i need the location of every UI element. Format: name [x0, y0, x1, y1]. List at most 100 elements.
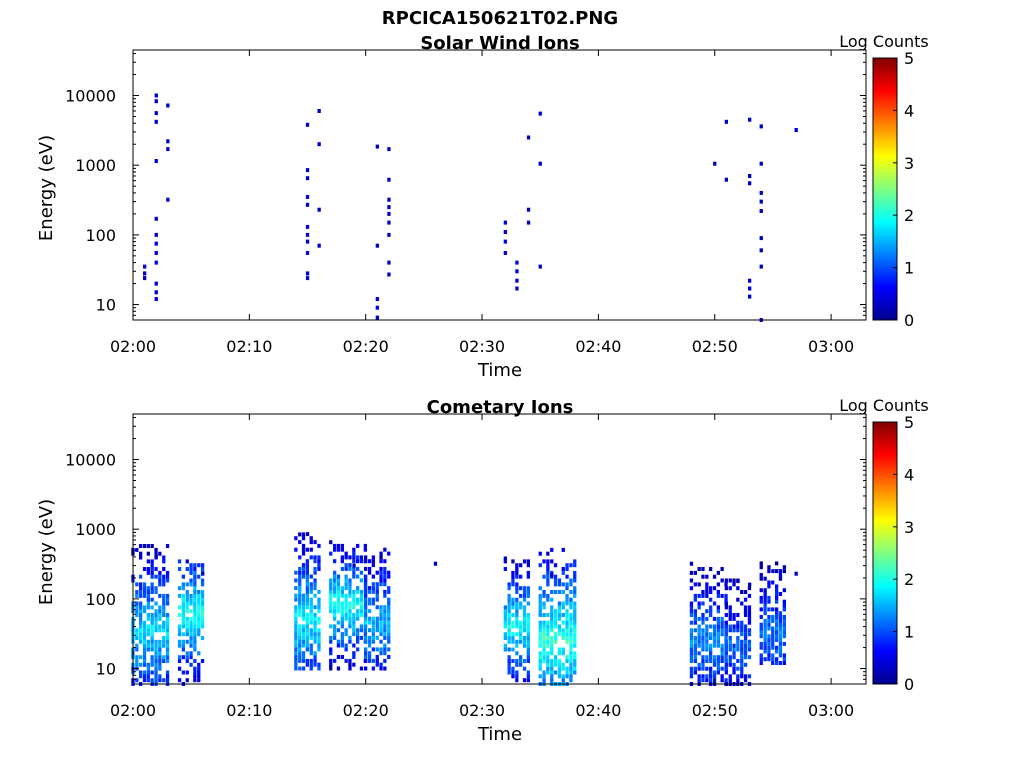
burst-cell — [767, 599, 771, 604]
burst-cell — [515, 643, 519, 648]
burst-cell — [305, 620, 309, 625]
burst-cell — [185, 605, 189, 610]
burst-cell — [336, 605, 341, 610]
burst-cell — [162, 559, 166, 564]
burst-cell — [709, 666, 713, 671]
burst-cell — [359, 601, 364, 606]
burst-cell — [298, 570, 302, 575]
burst-cell — [294, 628, 298, 633]
burst-cell — [542, 605, 546, 610]
burst-cell — [139, 624, 143, 629]
burst-cell — [383, 589, 387, 594]
burst-cell — [317, 589, 321, 594]
burst-cell — [546, 662, 550, 667]
burst-cell — [736, 674, 740, 679]
burst-cell — [767, 626, 771, 631]
burst-cell — [782, 603, 786, 608]
burst-cell — [569, 628, 573, 633]
burst-cell — [197, 613, 201, 617]
burst-cell — [716, 670, 720, 675]
burst-cell — [379, 639, 383, 644]
burst-cell — [565, 624, 569, 629]
burst-cell — [189, 609, 193, 614]
burst-cell — [305, 547, 309, 552]
burst-cell — [197, 597, 201, 602]
burst-cell — [767, 618, 771, 623]
burst-cell — [767, 657, 771, 662]
burst-cell — [364, 639, 368, 644]
burst-cell — [767, 565, 771, 570]
burst-cell — [344, 609, 348, 614]
burst-cell — [154, 616, 158, 621]
burst-cell — [165, 636, 170, 640]
burst-cell — [371, 555, 375, 560]
burst-cell — [367, 635, 372, 640]
burst-cell — [709, 643, 713, 648]
burst-cell — [309, 601, 313, 606]
x-tick-label: 02:00 — [110, 337, 156, 356]
burst-cell — [771, 607, 775, 612]
burst-cell — [142, 662, 147, 667]
burst-cell — [782, 599, 786, 604]
burst-cell — [305, 612, 309, 617]
burst-cell — [519, 662, 523, 667]
burst-cell — [348, 586, 352, 591]
burst-cell — [511, 632, 515, 637]
burst-cell — [712, 632, 717, 637]
burst-cell — [697, 593, 701, 598]
data-cell — [759, 190, 763, 195]
burst-cell — [154, 662, 158, 667]
burst-cell — [139, 593, 143, 598]
data-cell — [154, 241, 158, 246]
burst-cell — [383, 559, 387, 564]
burst-cell — [317, 620, 321, 625]
burst-cell — [294, 655, 298, 659]
burst-cell — [181, 613, 185, 617]
x-tick-label: 02:10 — [226, 701, 272, 720]
burst-cell — [294, 643, 298, 648]
data-cell — [759, 199, 763, 204]
burst-cell — [363, 628, 367, 633]
burst-cell — [336, 655, 341, 659]
burst-cell — [519, 593, 523, 598]
burst-cell — [743, 678, 748, 683]
burst-cell — [313, 632, 317, 637]
burst-cell — [542, 593, 546, 598]
burst-cell — [732, 616, 736, 621]
burst-cell — [557, 632, 562, 637]
data-cell — [759, 124, 763, 129]
burst-cell — [383, 605, 387, 610]
burst-cell — [317, 601, 321, 606]
burst-cell — [150, 586, 154, 591]
x-tick-label: 03:00 — [808, 701, 854, 720]
burst-cell — [759, 630, 763, 635]
burst-cell — [709, 613, 713, 617]
burst-cell — [736, 643, 740, 648]
burst-cell — [294, 662, 298, 667]
burst-cell — [771, 626, 775, 631]
burst-cell — [142, 639, 147, 644]
burst-cell — [165, 624, 170, 629]
burst-cell — [154, 551, 158, 556]
burst-cell — [538, 624, 542, 629]
burst-cell — [728, 678, 732, 683]
cometary-colorbar — [872, 421, 898, 685]
data-cell — [748, 117, 752, 122]
burst-cell — [771, 653, 775, 658]
burst-cell — [189, 601, 193, 606]
colorbar-tick-label: 0 — [904, 675, 914, 694]
burst-cell — [189, 636, 193, 640]
burst-cell — [701, 574, 705, 579]
burst-cell — [542, 651, 546, 656]
burst-cell — [546, 643, 550, 648]
burst-cell — [743, 651, 748, 656]
burst-cell — [139, 628, 143, 633]
burst-cell — [763, 634, 767, 639]
burst-cell — [720, 620, 724, 625]
burst-cell — [743, 647, 748, 652]
burst-cell — [728, 659, 732, 663]
burst-cell — [340, 639, 344, 644]
burst-cell — [771, 580, 775, 585]
burst-cell — [154, 674, 158, 679]
burst-cell — [573, 609, 577, 614]
